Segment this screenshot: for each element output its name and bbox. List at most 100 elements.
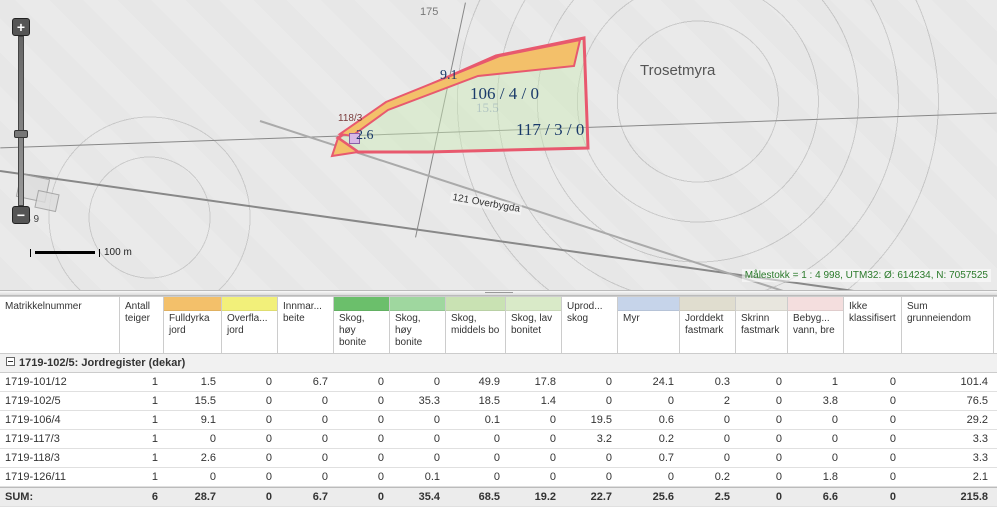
column-label: Fulldyrka jord <box>169 313 216 337</box>
cell-skhA: 0 <box>334 488 390 506</box>
column-label: Myr <box>623 313 674 325</box>
table-row[interactable]: 1719-106/419.100000.1019.50.6000029.2 <box>0 411 997 430</box>
cell-bebyg: 0 <box>788 411 844 429</box>
cell-sum: 3.3 <box>902 430 994 448</box>
table-row[interactable]: 1719-101/1211.506.70049.917.8024.10.3010… <box>0 373 997 392</box>
column-label: Skog, høy bonite <box>395 313 440 349</box>
cell-bebyg: 3.8 <box>788 392 844 410</box>
cell-sum: 3.3 <box>902 449 994 467</box>
table-row[interactable]: 1719-118/312.600000000.700003.3 <box>0 449 997 468</box>
column-header-jordd[interactable]: Jorddekt fastmark <box>680 297 736 353</box>
cell-over: 0 <box>222 430 278 448</box>
cell-matr: 1719-117/3 <box>0 430 120 448</box>
collapse-icon[interactable] <box>6 357 15 366</box>
grid-sum-row: SUM:628.706.7035.468.519.222.725.62.506.… <box>0 487 997 507</box>
cell-over: 0 <box>222 468 278 486</box>
cell-skrinn: 0 <box>736 392 788 410</box>
zoom-slider[interactable] <box>18 36 24 206</box>
cell-jordd: 0 <box>680 430 736 448</box>
column-header-ikke[interactable]: Ikke klassifisert <box>844 297 902 353</box>
cell-full: 15.5 <box>164 392 222 410</box>
grid-group-header[interactable]: 1719-102/5: Jordregister (dekar) <box>0 354 997 373</box>
column-header-innm[interactable]: Innmar... beite <box>278 297 334 353</box>
column-header-skrinn[interactable]: Skrinn fastmark <box>736 297 788 353</box>
cell-skrinn: 0 <box>736 488 788 506</box>
map-scalebar: 100 m <box>30 247 132 258</box>
cell-ikke: 0 <box>844 392 902 410</box>
cell-sum: 76.5 <box>902 392 994 410</box>
cell-over: 0 <box>222 449 278 467</box>
column-label: Skog, lav bonitet <box>511 313 556 337</box>
cell-innm: 0 <box>278 411 334 429</box>
cell-over: 0 <box>222 411 278 429</box>
column-header-skhA[interactable]: Skog, høy bonite <box>334 297 390 353</box>
cell-innm: 0 <box>278 430 334 448</box>
cell-sum: 29.2 <box>902 411 994 429</box>
cell-full: 2.6 <box>164 449 222 467</box>
cell-skm: 0.1 <box>446 411 506 429</box>
cell-teig: 6 <box>120 488 164 506</box>
column-header-matr[interactable]: Matrikkelnummer <box>0 297 120 353</box>
cell-teig: 1 <box>120 468 164 486</box>
cell-jordd: 0.3 <box>680 373 736 391</box>
column-label: Matrikkelnummer <box>5 301 114 313</box>
column-header-bebyg[interactable]: Bebyg... vann, bre <box>788 297 844 353</box>
cell-myr: 0.7 <box>618 449 680 467</box>
column-header-teig[interactable]: Antall teiger <box>120 297 164 353</box>
cell-teig: 1 <box>120 411 164 429</box>
map-view[interactable]: 175 Trosetmyra 106 / 4 / 0 117 / 3 / 0 1… <box>0 0 997 290</box>
column-label: Antall teiger <box>125 301 158 325</box>
column-label: Bebyg... vann, bre <box>793 313 838 337</box>
column-header-skl[interactable]: Skog, lav bonitet <box>506 297 562 353</box>
zoom-in-button[interactable]: + <box>12 18 30 36</box>
cell-skl: 17.8 <box>506 373 562 391</box>
cell-skhB: 0.1 <box>390 468 446 486</box>
cell-skhA: 0 <box>334 392 390 410</box>
cell-uprod: 22.7 <box>562 488 618 506</box>
grid-body: 1719-101/1211.506.70049.917.8024.10.3010… <box>0 373 997 507</box>
column-header-myr[interactable]: Myr <box>618 297 680 353</box>
cell-innm: 0 <box>278 449 334 467</box>
column-header-sum[interactable]: Sum grunneiendom <box>902 297 994 353</box>
cell-ikke: 0 <box>844 373 902 391</box>
zoom-slider-handle[interactable] <box>14 130 28 138</box>
column-label: Uprod... skog <box>567 301 612 325</box>
cell-ikke: 0 <box>844 468 902 486</box>
column-header-skm[interactable]: Skog, middels bo <box>446 297 506 353</box>
table-row[interactable]: 1719-117/3100000003.20.200003.3 <box>0 430 997 449</box>
cell-jordd: 0 <box>680 411 736 429</box>
table-row[interactable]: 1719-102/5115.500035.318.51.400203.8076.… <box>0 392 997 411</box>
zoom-out-button[interactable]: − <box>12 206 30 224</box>
column-label: Skog, middels bo <box>451 313 500 337</box>
column-header-skhB[interactable]: Skog, høy bonite <box>390 297 446 353</box>
cell-skl: 0 <box>506 468 562 486</box>
cell-innm: 6.7 <box>278 488 334 506</box>
cell-ikke: 0 <box>844 430 902 448</box>
scale-label: 100 m <box>104 247 132 258</box>
small-parcel-label: 118/3 <box>338 113 362 124</box>
cell-skrinn: 0 <box>736 373 788 391</box>
cell-bebyg: 1.8 <box>788 468 844 486</box>
table-row[interactable]: 1719-126/11100000.100000.201.802.1 <box>0 468 997 487</box>
cell-innm: 6.7 <box>278 373 334 391</box>
cell-skm: 18.5 <box>446 392 506 410</box>
column-header-full[interactable]: Fulldyrka jord <box>164 297 222 353</box>
column-label: Jorddekt fastmark <box>685 313 730 337</box>
cell-over: 0 <box>222 373 278 391</box>
column-header-over[interactable]: Overfla... jord <box>222 297 278 353</box>
cell-teig: 1 <box>120 449 164 467</box>
cell-myr: 0 <box>618 468 680 486</box>
column-swatch <box>222 297 277 311</box>
cell-bebyg: 1 <box>788 373 844 391</box>
column-header-uprod[interactable]: Uprod... skog <box>562 297 618 353</box>
parcel-label: 117 / 3 / 0 <box>516 120 584 140</box>
contour-label: 175 <box>420 6 438 18</box>
cell-skhA: 0 <box>334 411 390 429</box>
column-swatch <box>736 297 787 311</box>
cell-ikke: 0 <box>844 449 902 467</box>
cell-matr: 1719-106/4 <box>0 411 120 429</box>
cell-skl: 0 <box>506 411 562 429</box>
cell-teig: 1 <box>120 373 164 391</box>
cell-myr: 0 <box>618 392 680 410</box>
cell-full: 1.5 <box>164 373 222 391</box>
